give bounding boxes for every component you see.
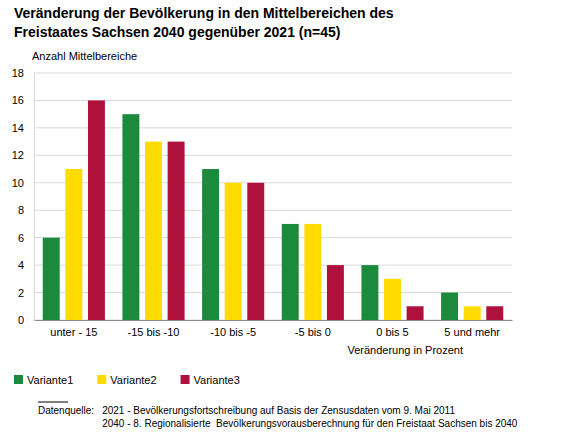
bar xyxy=(361,265,378,320)
y-axis-line xyxy=(34,74,35,321)
legend-item: Variante1 xyxy=(14,374,73,386)
legend-swatch xyxy=(97,375,106,384)
x-tick-label: -5 bis 0 xyxy=(295,326,331,338)
y-axis-title: Anzahl Mittelbereiche xyxy=(32,50,137,62)
bar xyxy=(464,306,481,320)
x-tick: 0 bis 5 xyxy=(376,320,408,338)
y-tick: 16 xyxy=(12,94,34,106)
y-tick-label: 16 xyxy=(12,94,24,106)
bars xyxy=(43,100,503,320)
bar xyxy=(304,224,321,320)
x-tick-label: 5 und mehr xyxy=(444,326,500,338)
x-tick-label: -15 bis -10 xyxy=(128,326,180,338)
legend-label: Variante3 xyxy=(194,374,240,386)
series xyxy=(88,100,503,320)
y-tick: 14 xyxy=(12,122,34,134)
y-tick-label: 14 xyxy=(12,122,24,134)
y-tick: 4 xyxy=(18,259,34,271)
grid-line xyxy=(34,237,512,238)
bar xyxy=(65,169,82,320)
legend-item: Variante3 xyxy=(181,374,240,386)
y-axis: 0 2 4 6 8 10 12 14 16 18 xyxy=(12,67,35,326)
grid-line xyxy=(34,73,512,74)
grid-line xyxy=(34,100,512,101)
bar xyxy=(486,306,503,320)
bar xyxy=(327,265,344,320)
y-tick: 6 xyxy=(18,232,34,244)
x-tick: -15 bis -10 xyxy=(128,320,180,338)
y-tick-label: 10 xyxy=(12,177,24,189)
bar xyxy=(384,279,401,320)
grid-line xyxy=(34,320,512,321)
y-tick-label: 6 xyxy=(18,232,24,244)
source-text: 2040 - 8. Regionalisierte Bevölkerungsvo… xyxy=(102,418,518,429)
y-tick: 10 xyxy=(12,177,34,189)
bar xyxy=(168,142,185,320)
x-tick-label: -10 bis -5 xyxy=(210,326,256,338)
x-tick: -5 bis 0 xyxy=(295,320,331,338)
x-axis-title: Veränderung in Prozent xyxy=(347,344,463,356)
y-tick-label: 8 xyxy=(18,204,24,216)
y-tick-label: 2 xyxy=(18,287,24,299)
series xyxy=(65,142,480,320)
series xyxy=(43,114,458,320)
x-tick: unter - 15 xyxy=(50,320,97,338)
title: Veränderung der Bevölkerung in den Mitte… xyxy=(14,5,394,40)
source-rule xyxy=(38,402,68,403)
x-tick: 5 und mehr xyxy=(444,320,500,338)
grid xyxy=(34,73,512,320)
title-line: Veränderung der Bevölkerung in den Mitte… xyxy=(14,5,394,21)
legend-swatch xyxy=(181,375,190,384)
bar xyxy=(88,100,105,320)
bar xyxy=(202,169,219,320)
grid-line xyxy=(34,127,512,128)
grid-line xyxy=(34,292,512,293)
bar xyxy=(407,306,424,320)
y-tick: 8 xyxy=(18,204,34,216)
y-tick-label: 18 xyxy=(12,67,24,79)
source-text: 2021 - Bevölkerungsfortschreibung auf Ba… xyxy=(102,405,455,416)
y-tick-label: 0 xyxy=(18,314,24,326)
title-line: Freistaates Sachsen 2040 gegenüber 2021 … xyxy=(14,24,340,40)
bar xyxy=(145,142,162,320)
y-tick: 12 xyxy=(12,149,34,161)
legend-swatch xyxy=(14,375,23,384)
x-tick: -10 bis -5 xyxy=(210,320,256,338)
x-axis-line xyxy=(35,320,513,321)
y-tick: 2 xyxy=(18,287,34,299)
chart: Veränderung der Bevölkerung in den Mitte… xyxy=(0,0,561,443)
y-tick: 0 xyxy=(18,314,34,326)
source-label: Datenquelle: xyxy=(38,405,94,416)
grid-line xyxy=(34,210,512,211)
grid-line xyxy=(34,265,512,266)
legend: Variante1 Variante2 Variante3 xyxy=(14,374,240,386)
x-tick-label: unter - 15 xyxy=(50,326,97,338)
y-tick-label: 12 xyxy=(12,149,24,161)
bar xyxy=(43,238,60,320)
x-tick-label: 0 bis 5 xyxy=(376,326,408,338)
bar xyxy=(247,183,264,320)
bar xyxy=(122,114,139,320)
bar xyxy=(225,183,242,320)
y-tick: 18 xyxy=(12,67,34,79)
x-axis: unter - 15 -15 bis -10 -10 bis -5 -5 bis 0 0… xyxy=(35,320,513,338)
y-tick-label: 4 xyxy=(18,259,24,271)
legend-label: Variante1 xyxy=(27,374,73,386)
grid-line xyxy=(34,182,512,183)
legend-label: Variante2 xyxy=(110,374,156,386)
bar xyxy=(441,293,458,320)
bar xyxy=(282,224,299,320)
legend-item: Variante2 xyxy=(97,374,156,386)
grid-line xyxy=(34,155,512,156)
